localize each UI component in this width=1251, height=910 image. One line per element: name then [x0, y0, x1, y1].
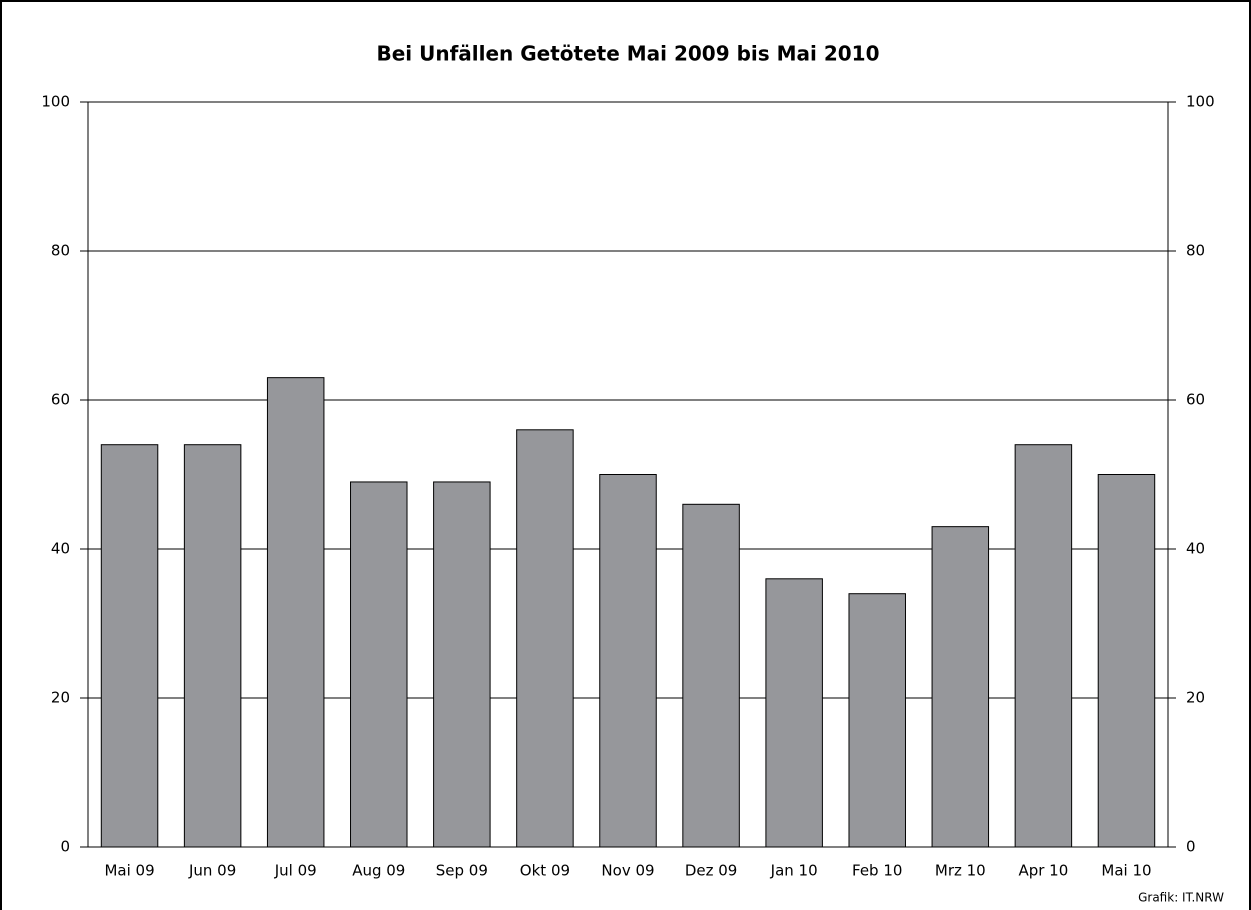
bar — [931, 526, 990, 848]
bar — [1014, 444, 1073, 848]
bar — [516, 429, 574, 848]
bar — [100, 444, 159, 848]
y-tick-label: 60 — [51, 391, 70, 409]
x-tick-label: Jul 09 — [274, 862, 317, 880]
bar — [1097, 474, 1156, 848]
x-tick-label: Feb 10 — [852, 862, 902, 880]
x-tick-label: Mai 10 — [1101, 862, 1151, 880]
y-tick-label: 40 — [51, 540, 70, 558]
bar — [183, 444, 242, 848]
chart-title: Bei Unfällen Getötete Mai 2009 bis Mai 2… — [376, 42, 879, 66]
x-tick-label: Dez 09 — [685, 862, 738, 880]
x-tick-label: Sep 09 — [436, 862, 488, 880]
x-tick-label: Mai 09 — [104, 862, 154, 880]
x-tick-label: Okt 09 — [520, 862, 570, 880]
bar — [350, 481, 408, 848]
bar — [848, 593, 906, 848]
x-tick-label: Jan 10 — [770, 862, 818, 880]
y2-tick-label: 0 — [1186, 838, 1196, 856]
bar — [682, 503, 740, 848]
y2-tick-label: 40 — [1186, 540, 1205, 558]
y-tick-label: 20 — [51, 689, 70, 707]
bar — [433, 481, 491, 848]
x-tick-label: Mrz 10 — [935, 862, 986, 880]
source: Grafik: IT.NRW — [1138, 891, 1224, 905]
x-tick-label: Apr 10 — [1018, 862, 1068, 880]
x-tick-label: Nov 09 — [601, 862, 654, 880]
y2-tick-label: 80 — [1186, 242, 1205, 260]
x-tick-label: Jun 09 — [188, 862, 236, 880]
bar — [599, 474, 657, 848]
bar — [765, 578, 823, 848]
y-tick-label: 80 — [51, 242, 70, 260]
y2-tick-label: 20 — [1186, 689, 1205, 707]
y2-tick-label: 100 — [1186, 93, 1215, 111]
x-tick-label: Aug 09 — [352, 862, 405, 880]
y-tick-label: 100 — [41, 93, 70, 111]
y2-tick-label: 60 — [1186, 391, 1205, 409]
bar — [266, 377, 325, 848]
y-tick-label: 0 — [60, 838, 70, 856]
